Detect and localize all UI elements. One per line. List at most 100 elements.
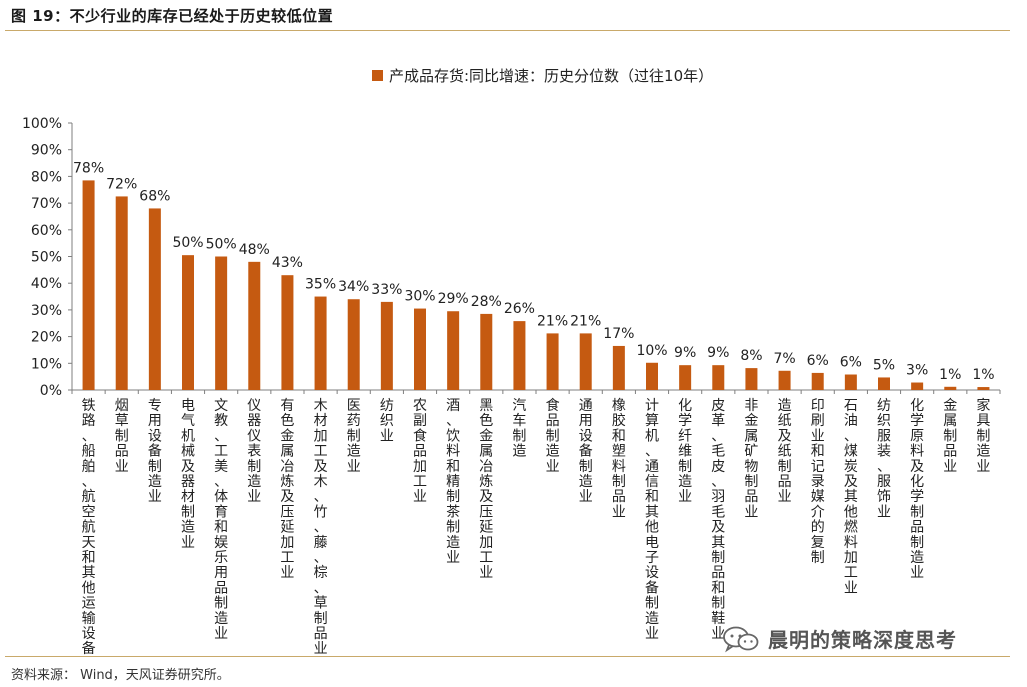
category-label: 家具制造业 [976, 397, 990, 475]
bar [778, 370, 791, 390]
category-label: 有色金属冶炼及压延加工业 [280, 398, 294, 581]
bar [115, 196, 128, 390]
data-label: 6% [807, 353, 829, 369]
category-labels: 铁路、船舶、航空航天和其他运输设备… 烟草制品业 专用设备制造业 电气机械及器材制造业… [82, 397, 991, 656]
category-label: 烟草制品业 [115, 398, 129, 475]
data-label: 29% [438, 291, 469, 307]
data-label: 1% [939, 367, 961, 383]
data-label: 34% [338, 279, 369, 295]
y-tick-label: 100% [22, 116, 62, 132]
category-label: 皮革、毛皮、羽毛及其制品和制鞋业 [711, 398, 725, 642]
chart-legend: 产成品存货:同比增速：历史分位数（过往10年） [372, 65, 713, 86]
category-label: 食品制造业 [546, 397, 560, 475]
bar [480, 313, 493, 390]
category-label: 金属制品业 [943, 398, 957, 475]
bar [182, 255, 194, 390]
y-tick-label: 70% [31, 196, 62, 212]
data-label: 9% [707, 345, 729, 361]
y-axis: 0% 10% 20% 30% 40% 50% 60% 70% 80% 90% 100% [22, 116, 73, 399]
data-label: 48% [239, 242, 270, 258]
data-label: 50% [172, 235, 203, 251]
category-label: 纺织业 [380, 398, 394, 444]
data-label: 7% [773, 351, 795, 367]
data-label: 17% [603, 326, 634, 342]
data-label: 33% [371, 282, 402, 298]
data-label: 43% [272, 255, 303, 271]
data-label: 9% [674, 345, 696, 361]
data-label: 8% [740, 348, 762, 364]
category-label: 铁路、船舶、航空航天和其他运输设备… [82, 398, 96, 656]
data-label: 78% [73, 160, 104, 176]
category-label: 非金属矿物制品业 [744, 398, 758, 520]
bar [347, 299, 360, 390]
bar [944, 386, 957, 390]
footer-divider [5, 656, 1010, 657]
category-label: 仪器仪表制造业 [247, 398, 261, 505]
y-tick-label: 30% [31, 303, 62, 319]
bar [148, 208, 161, 390]
category-label: 纺织服装、服饰业 [877, 398, 891, 520]
data-label: 1% [972, 367, 994, 383]
bars [82, 180, 990, 390]
source-note: 资料来源： Wind，天风证券研究所。 [11, 668, 230, 683]
data-label: 68% [139, 188, 170, 204]
bar [248, 261, 261, 390]
y-tick-label: 10% [31, 356, 62, 372]
category-label: 印刷业和记录媒介的复制 [811, 398, 825, 566]
bar [215, 256, 228, 390]
category-label: 黑色金属冶炼及压延加工业 [479, 398, 493, 581]
y-tick-label: 40% [31, 276, 62, 292]
y-tick-label: 50% [31, 250, 62, 266]
data-label: 3% [906, 363, 928, 379]
data-label: 21% [570, 313, 601, 329]
y-tick-label: 90% [31, 143, 62, 159]
category-label: 计算机、通信和其他电子设备制造业 [645, 398, 659, 642]
category-label: 医药制造业 [347, 398, 361, 475]
bar [579, 333, 592, 390]
wechat-icon [723, 626, 759, 652]
figure-title: 图 19：不少行业的库存已经处于历史较低位置 [11, 7, 334, 25]
legend-swatch [372, 70, 383, 81]
bar [811, 372, 824, 390]
bar [844, 374, 857, 390]
legend-label: 产成品存货:同比增速：历史分位数（过往10年） [389, 67, 714, 85]
data-label: 35% [305, 277, 336, 293]
data-label: 10% [636, 343, 667, 359]
value-labels: 78%72%68%50% 50% 48%43%35% 34% 33% 30% 29% 28% 2… [73, 160, 995, 383]
bar [679, 365, 692, 390]
x-axis [71, 389, 1001, 394]
y-tick-label: 0% [40, 383, 62, 399]
data-label: 26% [504, 301, 535, 317]
category-label: 化学纤维制造业 [678, 398, 692, 505]
bar [414, 308, 426, 390]
data-label: 72% [106, 176, 137, 192]
y-tick-label: 20% [31, 330, 62, 346]
data-label: 6% [840, 355, 862, 371]
bar [281, 275, 294, 390]
category-label: 造纸及纸制品业 [778, 398, 792, 505]
bar [513, 321, 526, 390]
category-label: 专用设备制造业 [148, 398, 162, 505]
bar [745, 368, 758, 390]
y-tick-label: 80% [31, 169, 62, 185]
bar [380, 301, 393, 390]
category-label: 农副食品加工业 [413, 398, 427, 505]
bar [911, 382, 924, 390]
header-divider [5, 30, 1010, 31]
bar [712, 365, 725, 390]
category-label: 化学原料及化学制品制造业 [910, 398, 924, 581]
bar-chart: 0% 10% 20% 30% 40% 50% 60% 70% 80% 90% 100% 78%72%… [22, 116, 1001, 656]
bar [82, 180, 95, 390]
category-label: 汽车制造 [512, 398, 526, 460]
data-label: 50% [206, 237, 237, 253]
category-label: 橡胶和塑料制品业 [612, 398, 626, 520]
bar [878, 377, 890, 390]
data-label: 28% [471, 294, 502, 310]
category-label: 酒、饮料和精制茶制造业 [446, 398, 460, 566]
category-label: 电气机械及器材制造业 [181, 398, 195, 551]
category-label: 木材加工及木、竹、藤、棕、草制品业 [314, 398, 328, 656]
bar [977, 387, 990, 390]
category-label: 文教、工美、体育和娱乐用品制造业 [214, 398, 228, 642]
data-label: 30% [404, 289, 435, 305]
bar [646, 362, 658, 390]
